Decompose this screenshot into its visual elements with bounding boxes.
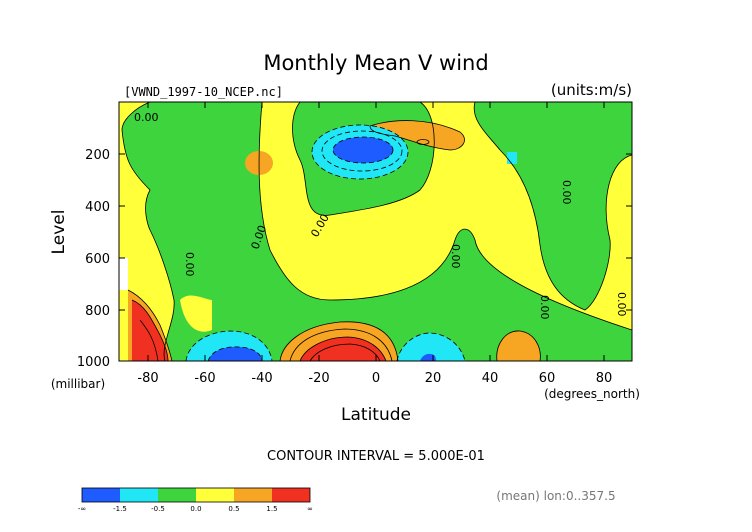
y-tick-label: 1000	[77, 355, 110, 370]
x-axis-unit: (degrees_north)	[544, 387, 640, 401]
contour-label: 0.00	[183, 252, 196, 277]
contour-lines	[121, 102, 632, 361]
x-tick-label: 20	[425, 371, 442, 386]
cyan-region-small	[507, 152, 517, 164]
legend-frame	[81, 487, 311, 503]
y-tick-marks	[119, 153, 632, 311]
x-tick-label: -40	[251, 371, 272, 386]
blue-region-sfc-nh	[420, 353, 436, 361]
y-tick-label: 200	[85, 148, 110, 163]
x-tick-label: 60	[539, 371, 556, 386]
legend-label: 0.5	[228, 505, 239, 513]
x-tick-label: -80	[137, 371, 158, 386]
yellow-pocket-lower	[180, 295, 212, 332]
legend-label: 0.0	[190, 505, 201, 513]
legend-swatch	[196, 488, 234, 502]
legend-label: -0.5	[151, 505, 165, 513]
file-label: [VWND_1997-10_NCEP.nc]	[124, 85, 283, 99]
cyan-region-sfc-nh	[397, 333, 465, 361]
contour-label: 0.00	[538, 295, 551, 320]
orange-region-upper	[370, 120, 465, 150]
legend-swatch	[82, 488, 120, 502]
units-label: (units:m/s)	[551, 81, 632, 99]
legend-label: -1.5	[113, 505, 127, 513]
contour-field: 0.00 0.00 0.00 0.00 0.00 0.00 0.00 0.00	[119, 102, 632, 361]
legend-swatch	[234, 488, 272, 502]
contour-label: 0.00	[134, 111, 159, 124]
y-axis-unit: (millibar)	[51, 377, 105, 391]
x-tick-label: 80	[596, 371, 613, 386]
orange-region-sfc-nh	[496, 330, 541, 361]
y-tick-label: 600	[85, 252, 110, 267]
legend-swatch	[158, 488, 196, 502]
x-tick-label: 0	[372, 371, 380, 386]
y-axis-title: Level	[49, 210, 69, 255]
red-region-sfc	[300, 337, 386, 361]
blue-region-upper	[333, 137, 393, 163]
contour-label: 0.00	[615, 292, 628, 317]
y-tick-labels: 200 400 600 800 1000	[77, 148, 110, 370]
chart-title: Monthly Mean V wind	[263, 51, 488, 75]
legend-swatch	[120, 488, 158, 502]
x-tick-labels: -80 -60 -40 -20 0 20 40 60 80	[137, 371, 612, 386]
legend-label: -∞	[78, 505, 86, 513]
legend-label: 1.5	[266, 505, 277, 513]
y-tick-label: 800	[85, 304, 110, 319]
negative-contour-lines	[185, 124, 466, 361]
x-tick-marks	[147, 102, 605, 361]
legend-label: ∞	[307, 505, 313, 513]
x-axis-title: Latitude	[341, 405, 411, 425]
x-tick-label: 40	[482, 371, 499, 386]
blue-region-sfc-sh	[208, 346, 262, 361]
red-region-polar	[132, 300, 168, 361]
missing-data-wedge	[119, 258, 128, 290]
x-tick-label: -60	[194, 371, 215, 386]
footnote: (mean) lon:0..357.5	[496, 489, 615, 503]
contour-label: 0.00	[449, 244, 462, 269]
color-legend: -∞ -1.5 -0.5 0.0 0.5 1.5 ∞	[78, 487, 313, 513]
legend-swatch	[272, 488, 310, 502]
contour-interval-text: CONTOUR INTERVAL = 5.000E-01	[267, 449, 485, 464]
x-tick-label: -20	[308, 371, 329, 386]
contour-label: 0.00	[560, 180, 573, 205]
y-tick-label: 400	[85, 200, 110, 215]
